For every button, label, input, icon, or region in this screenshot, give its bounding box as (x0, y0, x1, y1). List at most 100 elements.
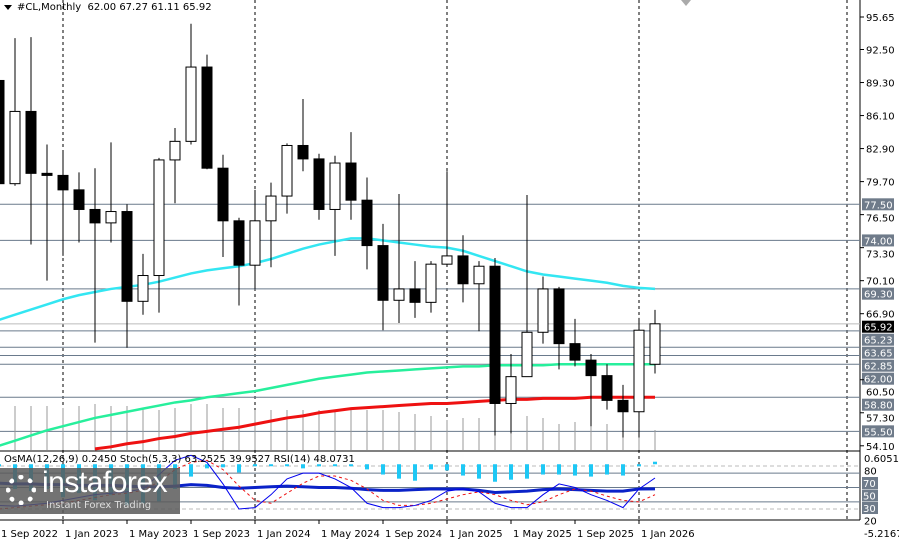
candle (265, 182, 277, 268)
candle (25, 37, 37, 245)
candle-body (505, 376, 517, 404)
candle (441, 171, 453, 267)
candle-body (617, 399, 629, 413)
indicator-level-label: 70 (863, 479, 876, 490)
logo-tagline: Instant Forex Trading (46, 500, 152, 511)
candle (553, 286, 565, 370)
indicator-level-box (862, 502, 878, 514)
price-axis[interactable]: 95.65 92.50 89.30 86.10 82.90 79.70 77.50 76.50… (860, 13, 899, 540)
price-tick-label: 73.30 (866, 249, 895, 260)
shift-marker-icon[interactable] (681, 0, 691, 6)
candle-body (233, 220, 245, 266)
ohlc-readout: 62.00 67.27 61.11 65.92 (87, 2, 212, 13)
candle (521, 195, 533, 378)
osma-bar (541, 464, 545, 475)
candle (121, 204, 133, 348)
level-label: 69.30 (864, 290, 893, 301)
candle-body (121, 211, 133, 302)
candle (473, 261, 485, 332)
candle-body (217, 167, 229, 222)
instaforex-logo: instaforex Instant Forex Trading (0, 466, 180, 514)
candle-body (185, 66, 197, 142)
price-tick-label: 82.90 (866, 145, 895, 156)
osma-bar (189, 464, 193, 477)
level-label-box (862, 359, 894, 372)
time-label: 1 Sep 2024 (385, 529, 442, 540)
level-label-box (862, 425, 894, 438)
candle (585, 353, 597, 427)
candle (601, 364, 613, 410)
candle-body (361, 199, 373, 247)
time-label: 1 Jan 2023 (65, 529, 119, 540)
time-label: 1 May 2024 (321, 529, 380, 540)
price-tick-label: 60.50 (866, 388, 895, 399)
moving-averages (0, 237, 656, 451)
candle-body (281, 144, 293, 197)
time-label: 1 May 2025 (513, 529, 572, 540)
price-tick-label: 54.10 (866, 442, 895, 453)
price-tick-label: 76.50 (866, 213, 895, 224)
candle (649, 309, 661, 374)
candle-body (297, 144, 309, 160)
candle-body (329, 162, 341, 210)
price-tick-label: 66.90 (866, 310, 895, 321)
ma-fast-line (0, 237, 656, 321)
osma-bar (221, 464, 225, 468)
level-label: 62.00 (864, 375, 893, 386)
indicator-level-label: 50 (863, 492, 876, 503)
candle (345, 132, 357, 220)
candles (0, 23, 661, 438)
time-label: 1 Jan 2026 (641, 529, 695, 540)
price-tick-label: 70.10 (866, 277, 895, 288)
candle-body (425, 263, 437, 303)
current-price-label: 65.92 (864, 323, 893, 334)
time-label: 1 Sep 2022 (1, 529, 58, 540)
candle-body (393, 288, 405, 301)
candle-body (265, 195, 277, 222)
candle-body (89, 208, 101, 224)
candle-body (489, 265, 501, 404)
candle-body (473, 265, 485, 285)
osma-bar (0, 464, 1, 467)
logo-name: instaforex (42, 466, 168, 499)
candle-body (313, 158, 325, 210)
candle (73, 172, 85, 243)
osma-bar (621, 464, 625, 476)
candle-body (521, 331, 533, 378)
osma-bar (573, 464, 577, 476)
osma-bar (237, 464, 241, 473)
indicator-min-label: -5.2167 (864, 529, 899, 540)
candle-body (169, 140, 181, 161)
current-price-box (862, 320, 894, 333)
indicator-max-label: 0.6051 (864, 454, 899, 465)
price-tick-label: 95.65 (866, 13, 895, 24)
candle (57, 150, 69, 256)
candle-body (441, 255, 453, 265)
candle-body (537, 288, 549, 333)
osma-bar (477, 464, 481, 479)
candle (489, 257, 501, 436)
osma-bar (397, 464, 401, 479)
level-label-box (862, 346, 894, 359)
candle (89, 168, 101, 343)
candle-body (25, 110, 37, 174)
time-label: 1 Sep 2025 (577, 529, 634, 540)
level-label-box (862, 198, 894, 211)
osma-bar (525, 464, 529, 479)
level-label-box (862, 398, 894, 411)
level-label: 77.50 (864, 200, 893, 211)
time-axis[interactable]: 1 Sep 2022 1 Jan 2023 1 May 2023 1 Sep 2023… (0, 520, 695, 540)
osma-bar (269, 464, 273, 467)
candle-body (0, 79, 5, 185)
level-label: 65.23 (864, 336, 893, 347)
candle (233, 217, 245, 306)
candle-body (41, 172, 53, 176)
candle-body (249, 220, 261, 266)
dropdown-triangle-icon[interactable] (4, 4, 12, 10)
indicator-level-label: 80 (864, 467, 877, 478)
candle (617, 384, 629, 438)
level-label: 74.00 (864, 236, 893, 247)
level-label-box (862, 234, 894, 247)
osma-bar (461, 464, 465, 476)
osma-bar (317, 464, 321, 467)
